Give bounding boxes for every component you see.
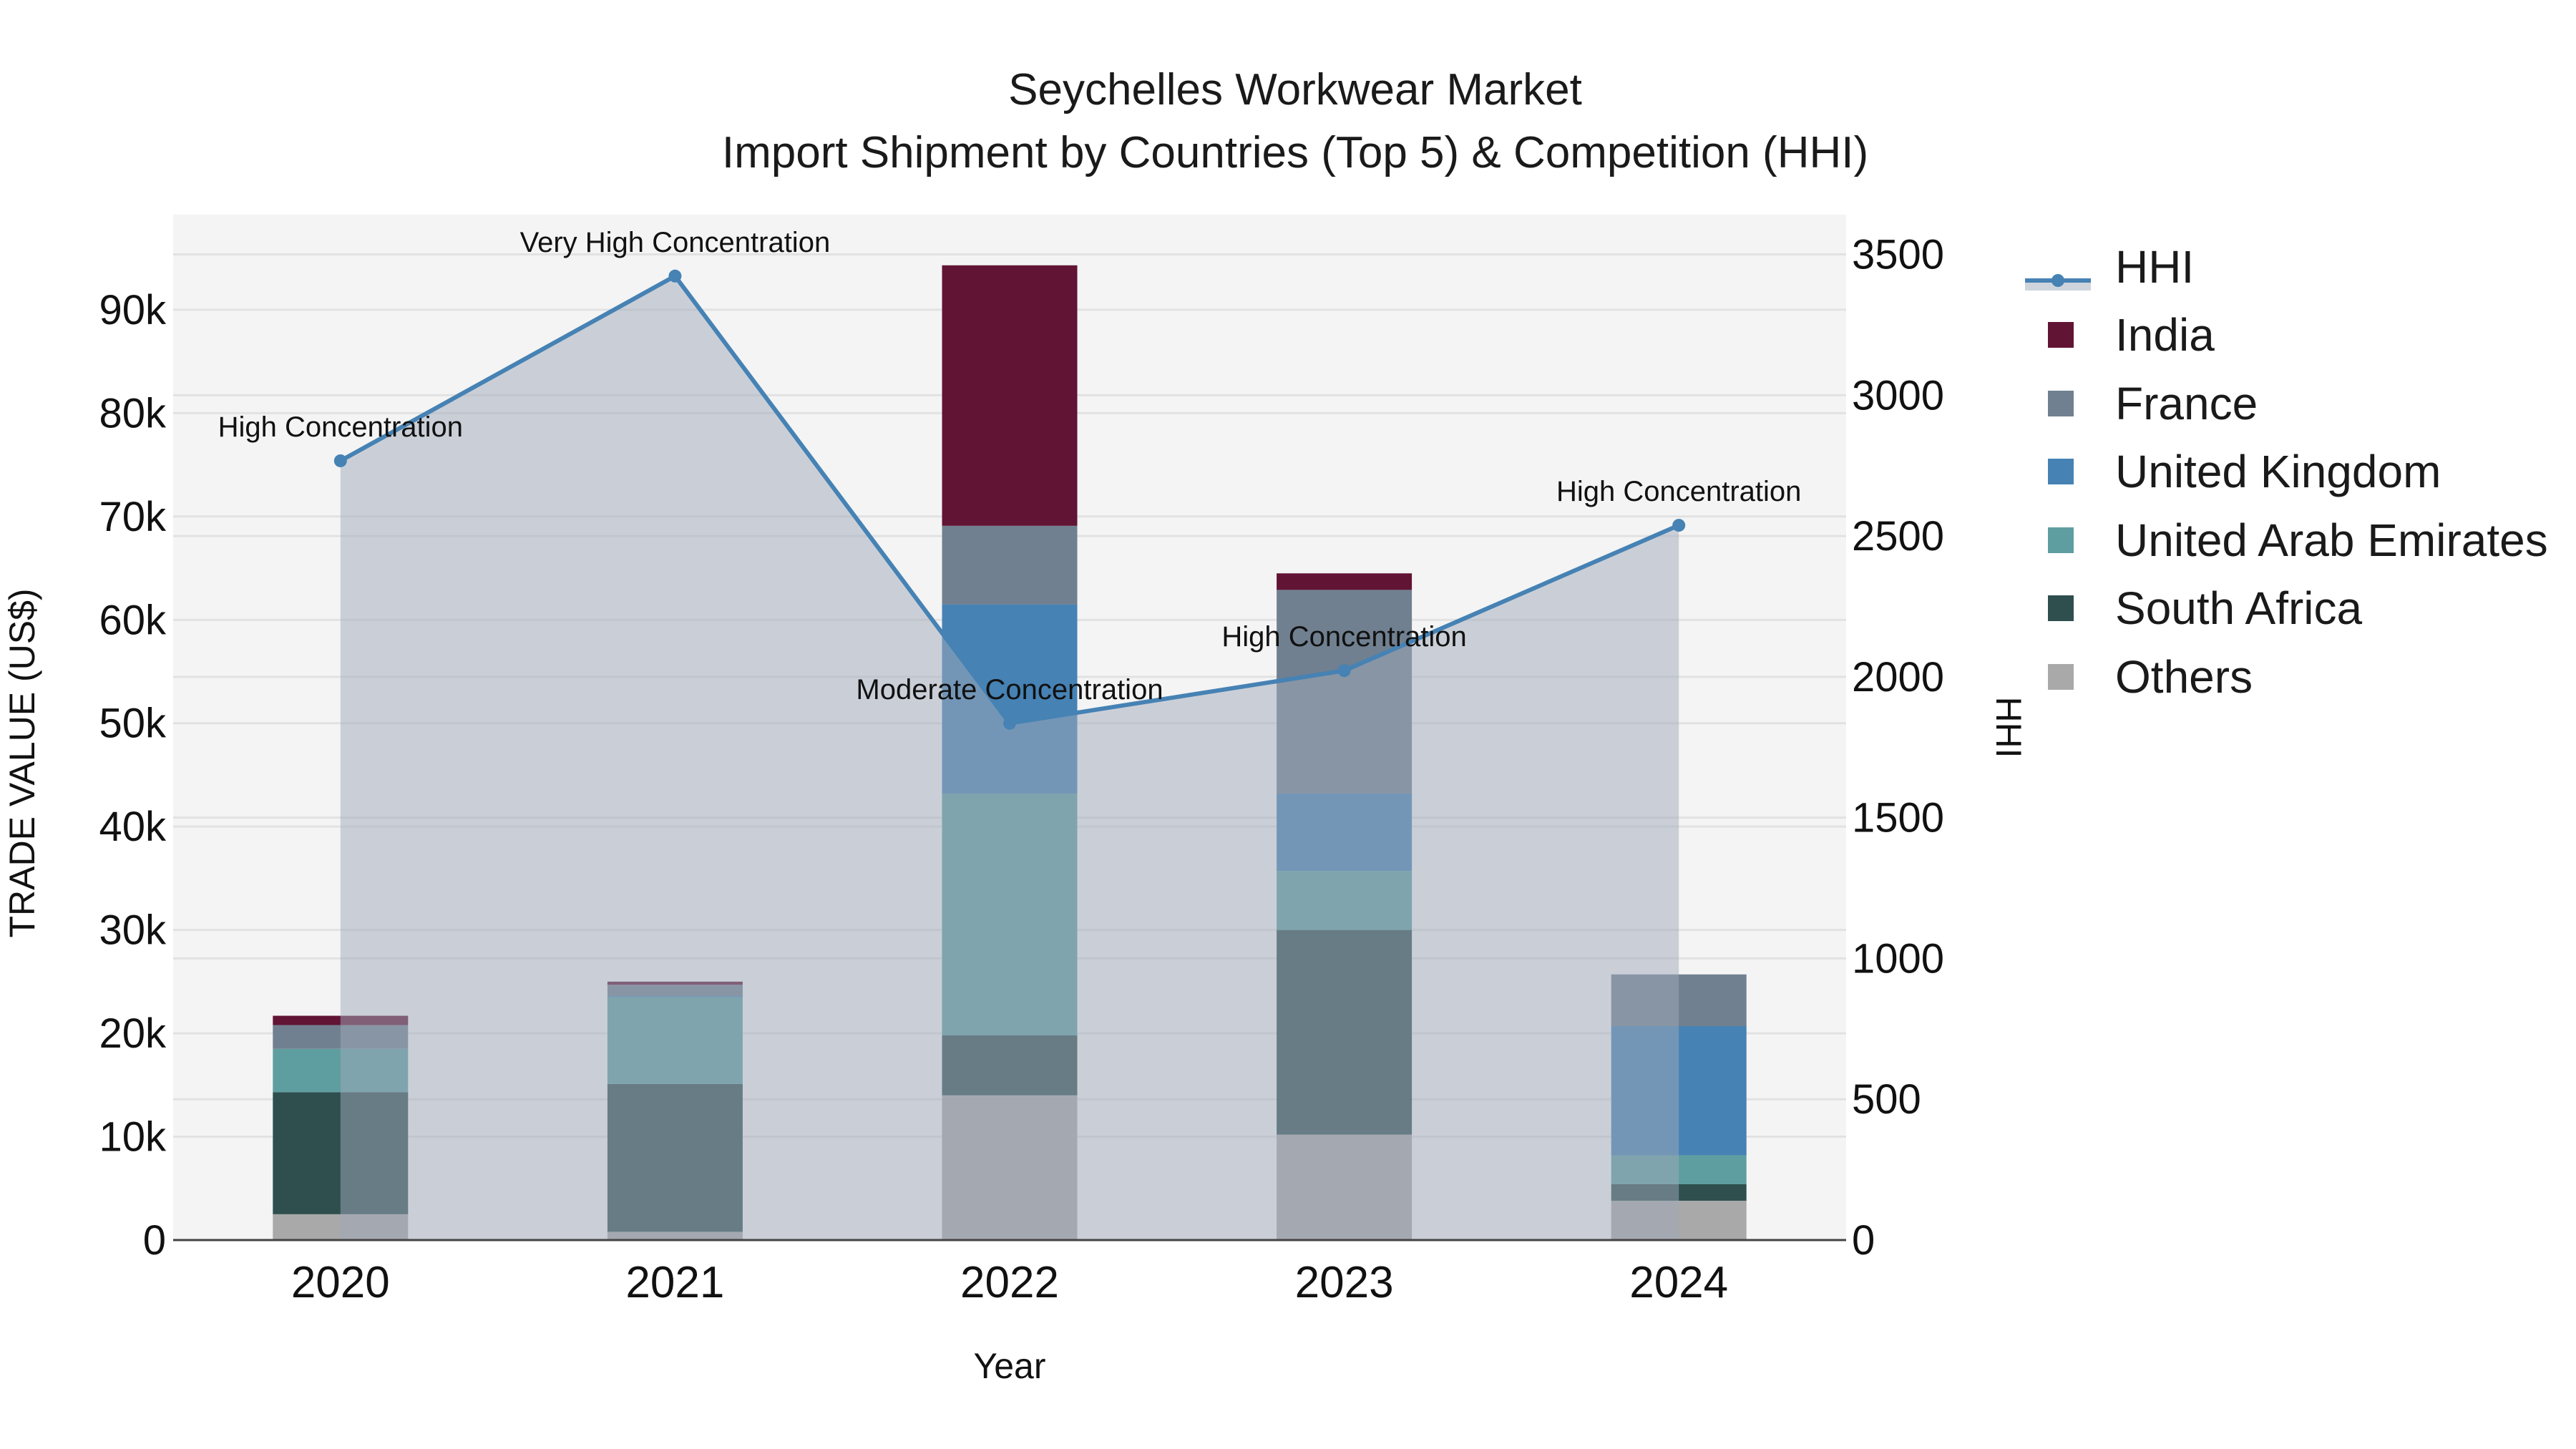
line-marker-icon [2025,253,2091,291]
y-left-tick-label: 50k [99,701,167,747]
y-left-tick-label: 0 [143,1217,166,1264]
x-tick-label: 2024 [1629,1258,1728,1307]
legend-label: Others [2115,650,2253,703]
chart-title: Seychelles Workwear Market [1008,65,1582,114]
y-right-tick-label: 3000 [1852,372,1944,419]
chart-subtitle: Import Shipment by Countries (Top 5) & C… [721,128,1869,177]
legend-label: HHI [2115,240,2195,293]
legend-item-india[interactable]: India [2025,301,2548,370]
y-right-tick-label: 500 [1852,1076,1921,1123]
legend: HHI India France United Kingdom United Arab … [2025,233,2548,711]
bar-segment[interactable] [942,265,1078,526]
x-axis-title: Year [973,1346,1045,1386]
y-left-axis-title: TRADE VALUE (US$) [2,588,42,937]
legend-swatch-icon [2048,459,2074,485]
y-left-tick-label: 70k [99,494,167,540]
legend-label: United Kingdom [2115,446,2441,498]
legend-item-south-africa[interactable]: South Africa [2025,575,2548,643]
y-left-tick-label: 60k [99,597,167,643]
legend-item-united-arab-emirates[interactable]: United Arab Emirates [2025,506,2548,575]
y-left-tick-label: 40k [99,804,167,850]
y-right-tick-label: 3500 [1852,231,1944,278]
hhi-annotation: High Concentration [1221,621,1466,653]
hhi-marker[interactable] [1672,519,1686,532]
legend-item-united-kingdom[interactable]: United Kingdom [2025,438,2548,507]
legend-label: India [2115,309,2215,361]
hhi-marker[interactable] [668,269,682,283]
legend-swatch-icon [2048,322,2074,348]
x-tick-label: 2023 [1295,1258,1394,1307]
y-left-tick-label: 30k [99,907,167,954]
bar-segment[interactable] [1277,573,1413,590]
y-left-tick-label: 80k [99,390,167,436]
y-left-tick-label: 90k [99,287,167,333]
hhi-marker[interactable] [333,454,347,467]
x-tick-label: 2022 [960,1258,1059,1307]
legend-label: South Africa [2115,582,2363,635]
hhi-annotation: Very High Concentration [520,227,831,258]
y-left-tick-label: 20k [99,1010,167,1057]
y-right-tick-label: 0 [1852,1217,1875,1264]
legend-swatch-icon [2048,663,2074,690]
y-left-tick-label: 10k [99,1114,167,1161]
x-tick-label: 2020 [291,1258,390,1307]
legend-swatch-icon [2048,527,2074,553]
y-right-tick-label: 1000 [1852,935,1944,982]
hhi-annotation: High Concentration [218,411,463,443]
legend-item-others[interactable]: Others [2025,643,2548,711]
hhi-area [340,275,1679,1240]
legend-swatch-icon [2048,390,2074,416]
legend-label: France [2115,377,2258,429]
legend-label: United Arab Emirates [2115,514,2548,566]
hhi-annotation: High Concentration [1556,476,1801,507]
y-right-tick-label: 2000 [1852,654,1944,701]
y-right-tick-label: 2500 [1852,513,1944,560]
bar-segment[interactable] [942,525,1078,605]
hhi-marker[interactable] [1003,716,1016,730]
legend-swatch-icon [2048,595,2074,622]
y-right-axis-title: HHI [1989,696,2029,758]
legend-item-france[interactable]: France [2025,369,2548,438]
hhi-marker[interactable] [1337,664,1351,678]
hhi-annotation: Moderate Concentration [856,674,1163,706]
y-right-tick-label: 1500 [1852,795,1944,841]
legend-item-hhi[interactable]: HHI [2025,233,2548,301]
x-tick-label: 2021 [625,1258,724,1307]
